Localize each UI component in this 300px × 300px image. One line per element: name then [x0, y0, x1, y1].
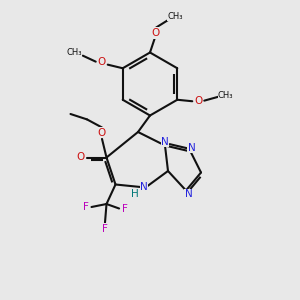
Text: CH₃: CH₃	[167, 12, 183, 21]
Text: F: F	[122, 203, 128, 214]
Text: F: F	[82, 202, 88, 212]
Text: N: N	[140, 182, 148, 192]
Text: N: N	[184, 189, 192, 199]
Text: N: N	[161, 137, 169, 147]
Text: O: O	[152, 28, 160, 38]
Text: O: O	[77, 152, 85, 163]
Text: O: O	[194, 96, 202, 106]
Text: O: O	[98, 128, 106, 138]
Text: N: N	[188, 143, 195, 153]
Text: O: O	[98, 57, 106, 67]
Text: F: F	[102, 224, 108, 234]
Text: CH₃: CH₃	[67, 48, 83, 57]
Text: CH₃: CH₃	[218, 91, 233, 100]
Text: H: H	[131, 189, 139, 199]
